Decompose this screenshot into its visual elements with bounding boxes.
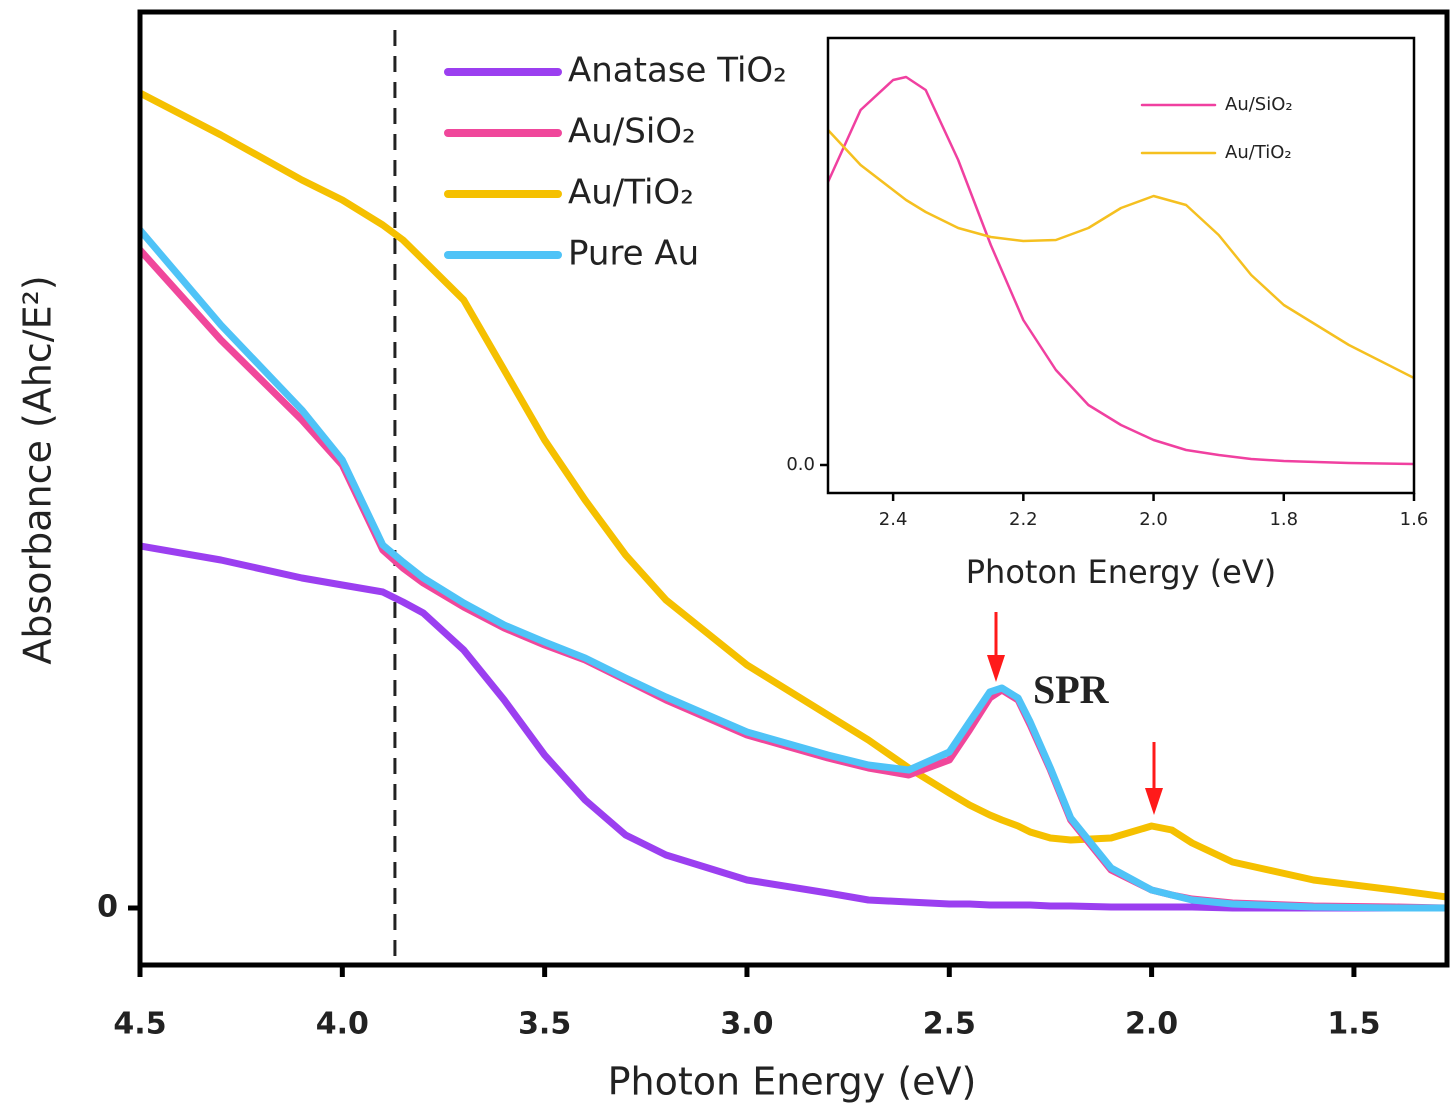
inset-x-axis-label: Photon Energy (eV) [966, 553, 1276, 591]
x-tick-label: 2.5 [923, 1007, 976, 1042]
legend-label: Au/SiO₂ [568, 112, 696, 152]
inset-background [828, 38, 1414, 493]
x-tick-label: 2.0 [1139, 509, 1168, 530]
annotation: SPR [1033, 667, 1110, 712]
series-line [140, 226, 1447, 912]
spr-arrows [987, 612, 1163, 815]
legend-label: Au/TiO₂ [568, 173, 694, 213]
arrow-head [1145, 788, 1163, 815]
x-tick-label: 4.0 [316, 1007, 369, 1042]
series-line [828, 128, 1414, 380]
legend-label: Pure Au [568, 234, 699, 274]
x-tick-label: 4.5 [113, 1007, 166, 1042]
legend-label: Au/TiO₂ [1225, 142, 1292, 163]
arrow-head [987, 655, 1005, 682]
series-line [828, 75, 1414, 466]
x-tick-label: 3.0 [720, 1007, 773, 1042]
y-axis-label: Absorbance (Ahc/E²) [16, 275, 60, 664]
x-tick-label: 2.0 [1125, 1007, 1178, 1042]
legend-label: Au/SiO₂ [1225, 94, 1293, 115]
x-tick-label: 1.8 [1269, 509, 1298, 530]
plot-frame [137, 9, 1450, 968]
y-tick-label: 0.0 [786, 454, 815, 475]
plot-frame [826, 36, 1416, 495]
x-tick-label: 2.2 [1009, 509, 1038, 530]
x-tick-label: 1.5 [1327, 1007, 1380, 1042]
x-tick-label: 2.4 [879, 509, 908, 530]
x-tick-label: 3.5 [518, 1007, 571, 1042]
series-line [140, 542, 1447, 912]
y-tick-label: 0 [97, 890, 118, 925]
x-axis-label: Photon Energy (eV) [608, 1060, 977, 1104]
x-tick-label: 1.6 [1400, 509, 1429, 530]
legend-label: Anatase TiO₂ [568, 51, 787, 91]
